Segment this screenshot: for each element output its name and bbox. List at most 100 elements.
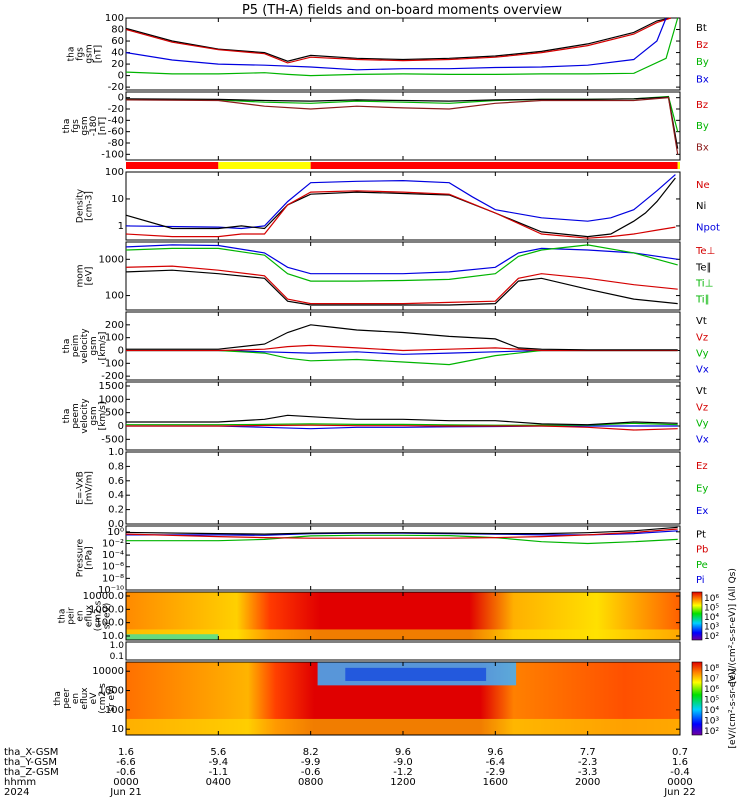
legend-entry: Bz bbox=[696, 100, 708, 111]
x-axis-value: 9.6 bbox=[487, 747, 503, 758]
y-label-line: peim bbox=[71, 335, 81, 358]
colorbar-tick-label: 10⁶ bbox=[704, 685, 719, 695]
series-Vt-line bbox=[126, 324, 678, 351]
ion_velocity-ylabel: tha peim velocity gsm [km/s] bbox=[62, 328, 108, 364]
y-label-line: [mV/m] bbox=[85, 471, 95, 505]
mode-bar-segment bbox=[218, 162, 311, 169]
y-tick-label: 10 bbox=[111, 194, 124, 205]
y-label-line: (cm2 s bbox=[98, 683, 108, 714]
x-axis-value: 0800 bbox=[298, 777, 323, 788]
mode-bar-segment bbox=[677, 162, 680, 169]
series-Pe-line bbox=[126, 534, 678, 545]
series-Vz-line bbox=[126, 344, 678, 352]
x-axis-row-label: 2024 bbox=[4, 787, 29, 798]
legend-entry: Ti⊥ bbox=[695, 279, 713, 290]
y-tick-label: 1000.0 bbox=[89, 604, 124, 615]
y-label-line: fgs bbox=[71, 119, 81, 133]
electron_spectrogram-low-band bbox=[126, 718, 680, 735]
y-tick-label: 10⁰ bbox=[107, 527, 124, 538]
x-axis-value: 2000 bbox=[575, 777, 600, 788]
panel-efield: 1.0 0.8 0.6 0.4 0.2 0.0 E=-VxB [mV/m] Ez Ey Ex bbox=[76, 447, 709, 530]
y-tick-label: -500 bbox=[101, 434, 124, 445]
y-tick-label: 500 bbox=[105, 408, 124, 419]
series-By-line bbox=[125, 17, 679, 77]
y-label-line: -180 bbox=[89, 116, 99, 137]
x-axis-value: 8.2 bbox=[303, 747, 319, 758]
y-label-line: gsm bbox=[85, 44, 95, 63]
series-Vz-line bbox=[126, 424, 678, 431]
y-label-line: [nT] bbox=[94, 45, 104, 63]
x-axis-value: 1600 bbox=[483, 777, 508, 788]
y-label-line: eflux bbox=[80, 687, 90, 710]
series-Bz-line bbox=[125, 17, 671, 64]
y-tick-label: -100 bbox=[101, 149, 124, 160]
legend-entry: Pe bbox=[696, 560, 708, 571]
colorbar-tick-label: 10⁸ bbox=[704, 664, 719, 674]
electron_spectrogram-ylabel: tha peer en eflux eV (cm2 s sr eV) bbox=[53, 683, 117, 714]
x-axis-value: 1200 bbox=[390, 777, 415, 788]
x-axis-value: -1.2 bbox=[393, 767, 413, 778]
electron_spectrogram-colorbar bbox=[691, 661, 703, 736]
legend-entry: Vx bbox=[696, 435, 709, 446]
y-label-line: gsm bbox=[80, 116, 90, 135]
series-Vy-line bbox=[126, 422, 678, 426]
x-axis-value: -2.9 bbox=[486, 767, 506, 778]
y-label-line: (cm2 s bbox=[94, 600, 104, 631]
series-Bz-line bbox=[125, 96, 679, 149]
ion_spectrogram-ylabel: tha peir en eflux (cm2 s sr eV) bbox=[58, 600, 113, 631]
series-By-line bbox=[125, 95, 679, 132]
y-tick-label: -20 bbox=[108, 104, 124, 115]
x-axis-value: -0.4 bbox=[670, 767, 690, 778]
legend-entry: By bbox=[696, 57, 709, 68]
colorbar-tick-label: 10² bbox=[704, 632, 719, 642]
electron_velocity-ylabel: tha peem velocity gsm [km/s] bbox=[62, 398, 108, 434]
y-tick-label: -200 bbox=[101, 371, 124, 382]
y-tick-label: 1500 bbox=[99, 381, 124, 392]
y-tick-label: 20 bbox=[111, 59, 124, 70]
legend-entry: Vy bbox=[696, 419, 709, 430]
y-tick-label: 1000 bbox=[99, 686, 124, 697]
y-tick-label: 100.0 bbox=[95, 618, 124, 629]
y-label-line: gsm bbox=[89, 336, 99, 355]
efield-ylabel: E=-VxB [mV/m] bbox=[76, 471, 95, 505]
y-label-line: E=-VxB bbox=[76, 471, 86, 505]
series-Bx-line bbox=[125, 97, 679, 155]
panel-fgs_angles: 0-20-40-60-80-100 tha fgs gsm -180 [nT] Bz By Bx bbox=[62, 91, 709, 161]
legend-entry: Te⊥ bbox=[695, 246, 715, 257]
x-axis-table: tha_X-GSM 1.6 5.6 8.2 9.6 9.6 7.7 0.7 tha_Y-GSM -… bbox=[4, 747, 696, 798]
y-label-line: [nPa] bbox=[85, 546, 95, 569]
y-label-line: [km/s] bbox=[98, 332, 108, 361]
x-axis-value: -9.4 bbox=[209, 757, 229, 768]
y-label-line: [km/s] bbox=[98, 402, 108, 431]
legend-entry: Bx bbox=[696, 142, 709, 153]
y-tick-label: 100 bbox=[105, 705, 124, 716]
ion-low-green bbox=[126, 634, 219, 640]
colorbar-tick-label: 10⁵ bbox=[704, 696, 719, 706]
colorbar-tick-label: 10⁴ bbox=[704, 706, 719, 716]
y-label-line: sr eV) bbox=[103, 603, 113, 629]
x-axis-value: -0.6 bbox=[116, 767, 136, 778]
electron_velocity-frame bbox=[125, 381, 681, 451]
panel-temperature: 1000 100 mom [eV] Te⊥ Te∥ Ti⊥ Ti∥ bbox=[76, 241, 715, 311]
y-label-line: eV bbox=[89, 692, 99, 705]
y-tick-label: 10000 bbox=[92, 666, 124, 677]
series-Bt-line bbox=[125, 17, 671, 62]
legend-entry: Te∥ bbox=[695, 262, 712, 273]
y-label-line: tha bbox=[62, 409, 72, 424]
y-tick-label: 0.6 bbox=[108, 476, 124, 487]
y-label-line: [nT] bbox=[98, 117, 108, 135]
legend-entry: Bz bbox=[696, 40, 708, 51]
y-tick-label: 10000.0 bbox=[83, 591, 124, 602]
y-label-line: Density bbox=[76, 188, 86, 223]
ion_velocity-frame bbox=[125, 311, 681, 381]
colorbar-tick-label: 10⁷ bbox=[704, 675, 719, 685]
legend-entry: Pb bbox=[696, 545, 708, 556]
legend-entry: Vy bbox=[696, 349, 709, 360]
y-tick-label: 40 bbox=[111, 48, 124, 59]
y-tick-label: -80 bbox=[108, 138, 124, 149]
x-axis-value: 5.6 bbox=[210, 747, 226, 758]
series-Vx-line bbox=[126, 425, 678, 430]
y-tick-label: 100 bbox=[105, 167, 124, 178]
